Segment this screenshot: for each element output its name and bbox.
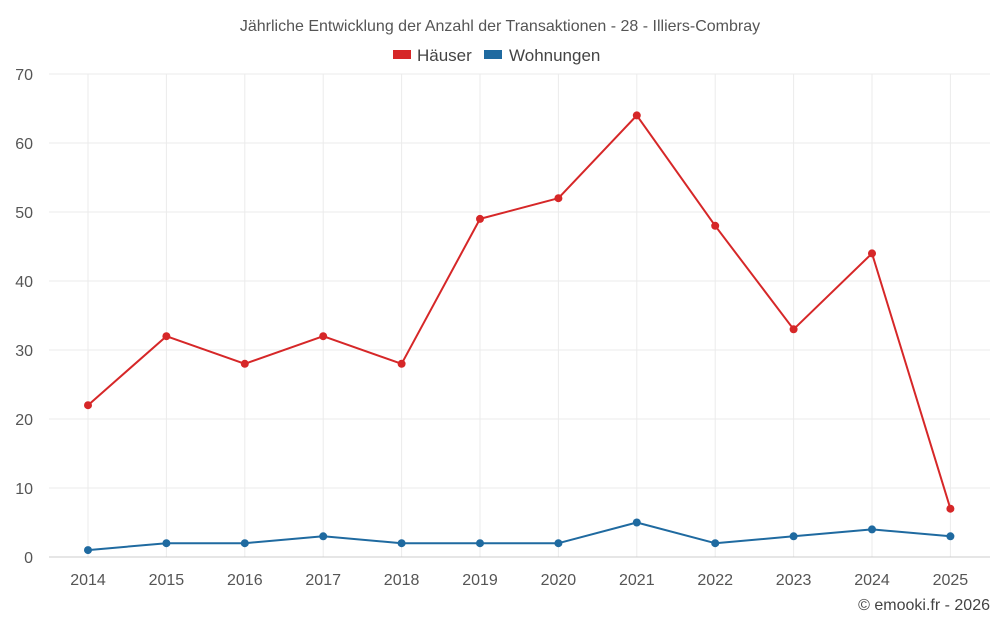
data-point-haeuser[interactable] xyxy=(789,325,798,334)
series-line-haeuser xyxy=(87,114,952,509)
data-point-wohnungen[interactable] xyxy=(789,532,798,541)
x-tick-label: 2020 xyxy=(541,572,577,589)
legend-swatch-wohnungen xyxy=(484,50,502,59)
legend-label-haeuser[interactable]: Häuser xyxy=(417,46,472,65)
x-tick-label: 2022 xyxy=(697,572,733,589)
y-tick-label: 10 xyxy=(15,481,33,498)
y-tick-label: 0 xyxy=(24,550,33,567)
y-tick-label: 60 xyxy=(15,136,33,153)
x-tick-label: 2014 xyxy=(70,572,106,589)
legend-label-wohnungen[interactable]: Wohnungen xyxy=(509,46,600,65)
series-haeuser xyxy=(84,111,955,513)
data-point-wohnungen[interactable] xyxy=(946,532,955,541)
y-tick-label: 70 xyxy=(15,67,33,84)
data-point-haeuser[interactable] xyxy=(946,504,955,513)
x-tick-label: 2025 xyxy=(933,572,969,589)
x-tick-label: 2015 xyxy=(149,572,185,589)
data-point-haeuser[interactable] xyxy=(162,332,171,341)
data-point-haeuser[interactable] xyxy=(554,194,563,203)
x-tick-label: 2019 xyxy=(462,572,498,589)
x-tick-label: 2021 xyxy=(619,572,655,589)
data-point-haeuser[interactable] xyxy=(84,401,92,410)
x-tick-label: 2016 xyxy=(227,572,263,589)
x-tick-label: 2024 xyxy=(854,572,890,589)
data-point-wohnungen[interactable] xyxy=(554,539,563,548)
x-tick-label: 2017 xyxy=(305,572,341,589)
data-point-haeuser[interactable] xyxy=(632,111,641,120)
x-tick-label: 2023 xyxy=(776,572,812,589)
series xyxy=(84,111,955,555)
series-line-wohnungen xyxy=(87,521,951,552)
data-point-wohnungen[interactable] xyxy=(162,539,171,548)
legend-swatch-haeuser xyxy=(393,50,411,59)
y-tick-label: 20 xyxy=(15,412,33,429)
data-point-wohnungen[interactable] xyxy=(711,539,720,548)
data-point-haeuser[interactable] xyxy=(397,359,406,368)
y-axis: 0 10 20 30 40 50 60 70 xyxy=(15,67,33,567)
data-point-wohnungen[interactable] xyxy=(240,539,249,548)
data-point-wohnungen[interactable] xyxy=(868,525,876,534)
data-point-wohnungen[interactable] xyxy=(319,532,328,541)
data-point-haeuser[interactable] xyxy=(711,221,720,230)
data-point-wohnungen[interactable] xyxy=(397,539,406,548)
grid xyxy=(49,73,990,557)
data-point-wohnungen[interactable] xyxy=(632,518,641,527)
credit-text: © emooki.fr - 2026 xyxy=(858,597,990,614)
data-point-haeuser[interactable] xyxy=(319,332,328,341)
y-tick-label: 40 xyxy=(15,274,33,291)
legend: Häuser Wohnungen xyxy=(393,46,600,65)
data-point-haeuser[interactable] xyxy=(476,214,484,223)
chart-title: Jährliche Entwicklung der Anzahl der Tra… xyxy=(240,18,760,35)
x-tick-label: 2018 xyxy=(384,572,420,589)
data-point-wohnungen[interactable] xyxy=(84,546,92,555)
y-tick-label: 30 xyxy=(15,343,33,360)
series-wohnungen xyxy=(84,518,955,555)
data-point-haeuser[interactable] xyxy=(868,249,876,258)
y-tick-label: 50 xyxy=(15,205,33,222)
data-point-haeuser[interactable] xyxy=(240,359,249,368)
x-axis: 2014 2015 2016 2017 2018 2019 2020 2021 2022 2023… xyxy=(49,556,990,589)
data-point-wohnungen[interactable] xyxy=(476,539,484,548)
